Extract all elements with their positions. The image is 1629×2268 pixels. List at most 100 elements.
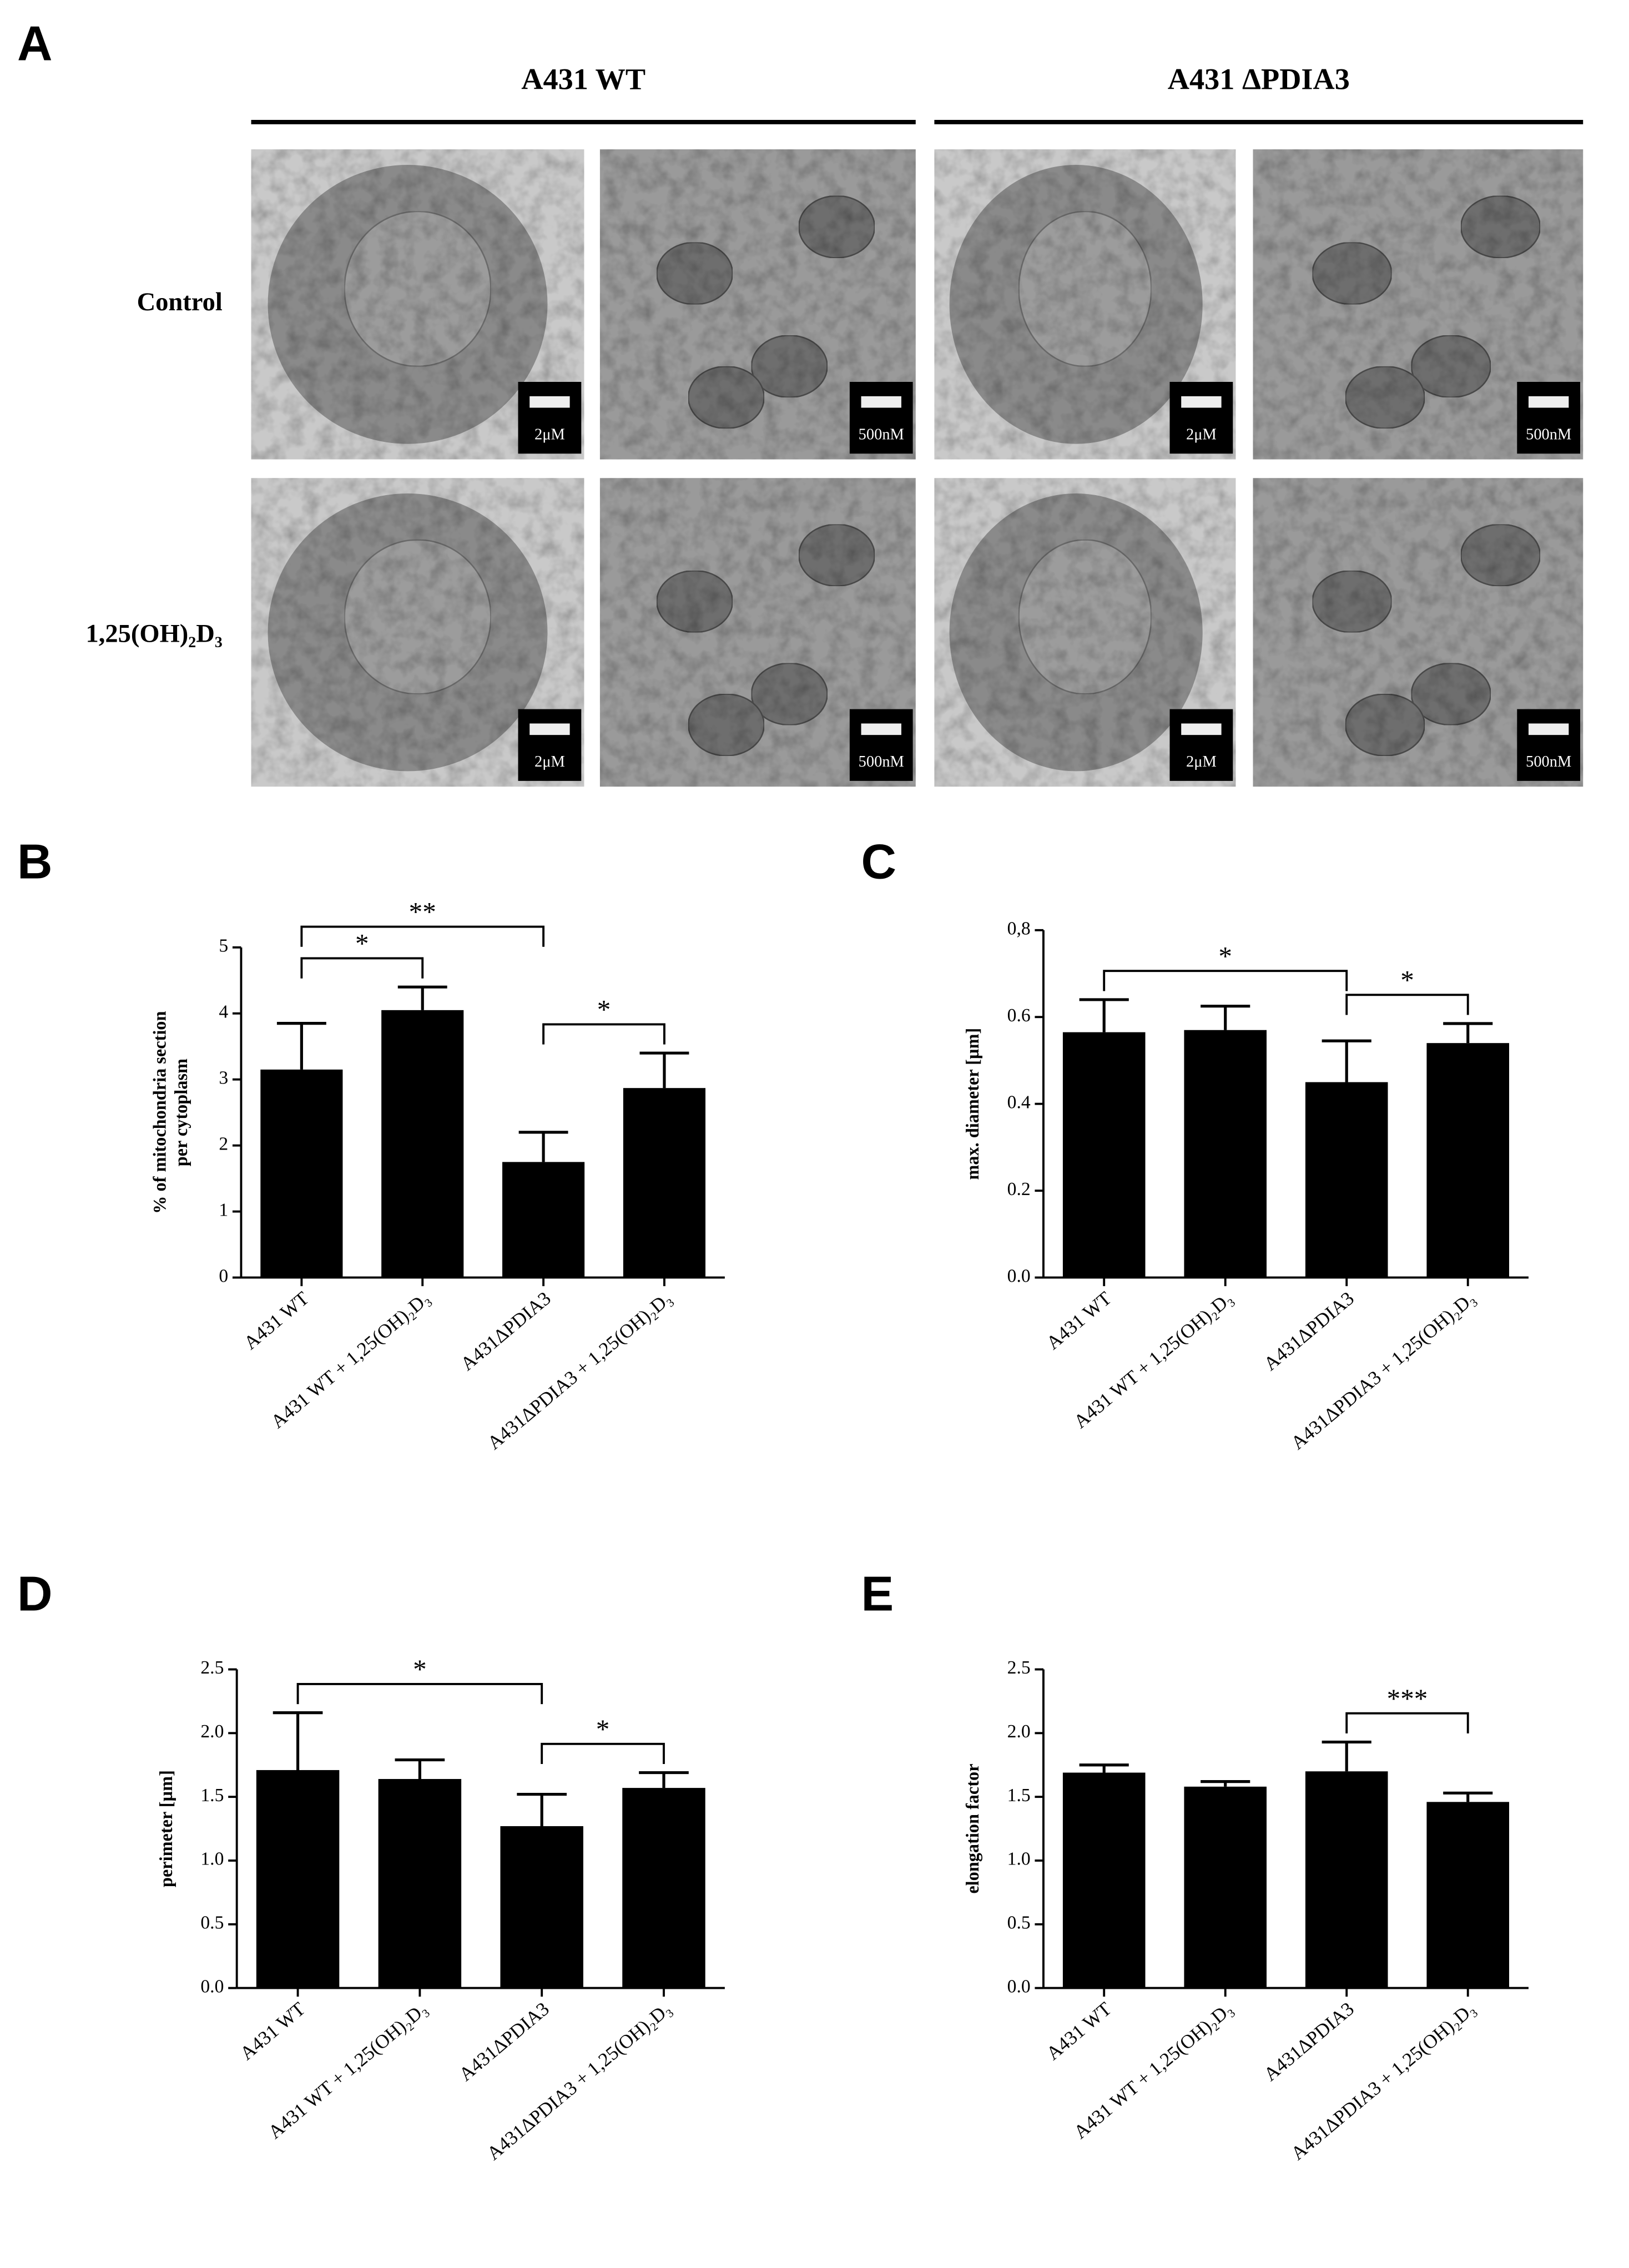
organelle — [1312, 241, 1393, 305]
error-bar — [1322, 1039, 1371, 1082]
y-tick-label: 4 — [219, 1002, 228, 1022]
scale-bar — [1528, 396, 1569, 408]
column-header: A431 WT — [521, 62, 645, 95]
scale-box — [1169, 381, 1233, 454]
bracket — [1345, 994, 1469, 1015]
y-tick-label: 1.5 — [1007, 1785, 1031, 1806]
significance-bracket: * — [541, 1713, 665, 1765]
scale-label: 500nM — [859, 426, 904, 443]
significance-bracket: * — [1103, 941, 1348, 991]
organelle — [1344, 365, 1426, 430]
micrograph: 2μM — [934, 478, 1236, 787]
y-axis-label: elongation factor — [962, 1763, 982, 1893]
y-tick-label: 1.0 — [1007, 1849, 1031, 1869]
micrograph: 2μM — [934, 149, 1236, 460]
error-bar — [517, 1792, 567, 1826]
micrograph: 500nM — [1253, 149, 1583, 460]
micrograph: 2μM — [251, 149, 584, 460]
bar — [378, 1779, 462, 1988]
x-tick-label: A431 WT — [1042, 1998, 1116, 2064]
x-tick-label: A431ΔPDIA3 — [1259, 1998, 1358, 2085]
bar — [1062, 1032, 1146, 1278]
bar — [623, 1088, 706, 1278]
y-tick-label: 0.2 — [1007, 1179, 1031, 1199]
x-tick-label: A431 WT — [1042, 1287, 1116, 1354]
y-tick-label: 1.5 — [200, 1785, 224, 1806]
y-tick-label: 0.4 — [1007, 1092, 1031, 1112]
scale-box — [1169, 709, 1233, 781]
significance-bracket: * — [542, 994, 665, 1045]
scale-label: 2μM — [1186, 426, 1217, 443]
y-tick-label: 2.5 — [200, 1657, 224, 1678]
significance-label: * — [355, 928, 369, 959]
organelle — [798, 523, 876, 587]
y-tick-label: 3 — [219, 1067, 228, 1088]
scale-label: 500nM — [1526, 426, 1571, 443]
scale-box — [518, 709, 582, 781]
error-bar — [1079, 998, 1129, 1032]
y-tick-label: 0.5 — [1007, 1913, 1031, 1933]
x-tick-label: A431 WT — [236, 1998, 309, 2064]
bar — [256, 1770, 340, 1988]
y-tick-label: 0.5 — [200, 1913, 224, 1933]
y-tick-label: 0 — [219, 1266, 228, 1286]
significance-bracket: ** — [300, 896, 545, 947]
scale-box — [518, 381, 582, 454]
nucleus — [1018, 210, 1152, 367]
x-tick-label: A431 WT — [240, 1287, 313, 1354]
organelle — [1312, 569, 1393, 633]
error-bar — [639, 1771, 689, 1788]
error-bar — [397, 985, 447, 1010]
row-label: Control — [137, 288, 223, 316]
panel-letter: E — [861, 1566, 894, 1621]
bracket — [296, 1682, 543, 1705]
significance-bracket: * — [1345, 965, 1469, 1015]
error-bar — [1443, 1791, 1493, 1802]
bracket — [1345, 1712, 1469, 1733]
bar — [500, 1826, 583, 1988]
error-bar — [1443, 1022, 1493, 1044]
row-label: 1,25(OH)₂D₃ — [86, 619, 223, 648]
bar — [1426, 1043, 1510, 1278]
x-tick-label: A431ΔPDIA3 — [456, 1287, 554, 1375]
scale-bar — [529, 396, 570, 408]
y-tick-label: 0.0 — [1007, 1976, 1031, 1997]
y-tick-label: 0.0 — [1007, 1266, 1031, 1286]
significance-label: *** — [1387, 1683, 1428, 1713]
significance-label: ** — [409, 896, 436, 927]
y-tick-label: 0,8 — [1007, 919, 1031, 939]
panel-letter: A — [17, 16, 52, 71]
scale-bar — [1181, 396, 1222, 408]
bracket — [541, 1742, 665, 1765]
y-tick-label: 1.0 — [200, 1849, 224, 1869]
column-header: A431 ΔPDIA3 — [1168, 62, 1350, 95]
scale-label: 500nM — [859, 753, 904, 770]
bar — [1062, 1772, 1146, 1988]
bar — [1305, 1771, 1388, 1988]
micrograph: 500nM — [599, 478, 916, 787]
bar — [260, 1069, 343, 1278]
scale-bar — [861, 723, 901, 735]
scale-box — [1517, 381, 1581, 454]
organelle — [750, 662, 828, 726]
error-bar — [273, 1711, 323, 1770]
y-axis-label: % of mitochondria section — [149, 1011, 169, 1214]
error-bar — [395, 1758, 445, 1780]
micrograph: 2μM — [251, 478, 584, 787]
significance-bracket: *** — [1345, 1683, 1469, 1733]
micrograph: 500nM — [1253, 478, 1583, 787]
organelle — [1410, 662, 1492, 726]
scale-box — [849, 709, 913, 781]
y-axis-label: per cytoplasm — [171, 1059, 191, 1166]
panel-letter: B — [17, 834, 52, 889]
significance-bracket: * — [300, 928, 424, 979]
error-bar — [1322, 1740, 1371, 1772]
x-tick-label: A431ΔPDIA3 — [1259, 1287, 1358, 1375]
y-tick-label: 2.5 — [1007, 1657, 1031, 1678]
scale-label: 500nM — [1526, 753, 1571, 770]
organelle — [1344, 693, 1426, 757]
organelle — [1410, 334, 1492, 399]
bar — [381, 1010, 464, 1278]
